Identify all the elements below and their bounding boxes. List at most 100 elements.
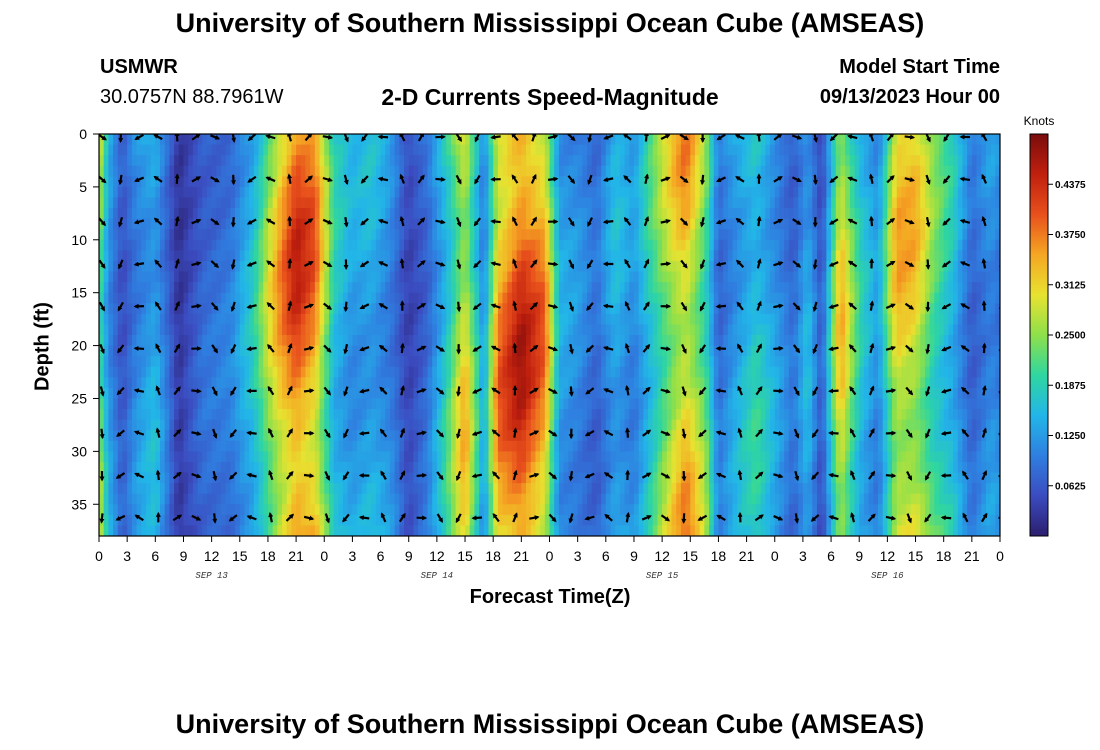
heatmap-cell [624,250,630,262]
heatmap-cell [507,345,513,357]
heatmap-cell [178,134,185,146]
heatmap-cell [563,218,569,230]
heatmap-cell [361,387,368,400]
heatmap-cell [150,292,156,304]
heatmap-cell [680,292,687,304]
heatmap-cell [601,366,607,378]
heatmap-cell [446,250,452,262]
heatmap-cell [314,440,321,452]
heatmap-cell [131,398,138,410]
heatmap-cell [272,144,278,156]
heatmap-cell [629,419,635,431]
heatmap-cell [601,165,607,177]
heatmap-cell [544,398,551,410]
heatmap-cell [267,144,274,156]
heatmap-cell [483,165,490,177]
heatmap-cell [469,313,476,326]
heatmap-cell [99,208,105,220]
heatmap-cell [361,451,368,463]
heatmap-cell [648,324,654,336]
heatmap-cell [591,525,598,536]
heatmap-cell [624,271,630,283]
heatmap-cell [310,303,316,315]
heatmap-cell [469,440,476,452]
heatmap-cell [432,239,438,251]
heatmap-cell [479,303,485,315]
heatmap-cell [591,461,598,474]
heatmap-cell [666,324,673,336]
heatmap-cell [174,377,180,389]
heatmap-cell [676,134,682,146]
heatmap-cell [549,356,555,368]
heatmap-cell [99,504,105,516]
heatmap-cell [221,134,227,146]
heatmap-cell [113,282,119,294]
heatmap-cell [385,144,391,156]
heatmap-cell [141,504,147,516]
heatmap-cell [648,208,654,220]
heatmap-cell [572,260,579,273]
heatmap-cell [507,430,513,442]
heatmap-cell [272,165,278,177]
heatmap-cell [633,366,640,378]
heatmap-cell [408,218,415,230]
heatmap-cell [633,504,640,516]
heatmap-cell [319,324,325,336]
heatmap-cell [183,345,189,357]
heatmap-cell [638,335,644,347]
heatmap-cell [629,387,635,400]
heatmap-cell [652,176,659,188]
heatmap-cell [225,409,231,421]
heatmap-cell [493,440,499,452]
heatmap-cell [239,165,246,177]
heatmap-cell [235,197,241,209]
heatmap-cell [685,303,691,315]
heatmap-cell [507,440,513,452]
heatmap-cell [432,451,438,463]
heatmap-cell [192,250,199,262]
heatmap-cell [338,525,344,536]
heatmap-cell [357,144,363,156]
heatmap-cell [657,387,663,400]
heatmap-cell [572,472,579,484]
heatmap-cell [178,335,185,347]
heatmap-cell [197,525,203,536]
heatmap-cell [582,165,588,177]
heatmap-cell [380,155,386,167]
heatmap-cell [225,345,231,357]
heatmap-cell [221,440,227,452]
heatmap-cell [540,324,546,336]
heatmap-cell [685,282,691,294]
heatmap-cell [361,504,368,516]
heatmap-cell [324,461,330,474]
heatmap-cell [225,176,231,188]
heatmap-cell [361,398,368,410]
heatmap-cell [643,451,649,463]
heatmap-cell [418,377,424,389]
heatmap-cell [662,155,668,167]
heatmap-cell [385,271,391,283]
heatmap-cell [122,229,128,241]
heatmap-cell [155,218,161,230]
heatmap-cell [122,398,128,410]
heatmap-cell [155,155,161,167]
heatmap-cell [676,366,682,378]
heatmap-cell [638,229,644,241]
heatmap-cell [624,208,630,220]
heatmap-cell [643,440,649,452]
heatmap-cell [202,208,208,220]
heatmap-cell [357,260,363,273]
heatmap-cell [507,197,513,209]
heatmap-cell [648,451,654,463]
heatmap-cell [300,250,307,262]
heatmap-cell [235,483,241,495]
heatmap-cell [408,335,415,347]
heatmap-cell [127,155,133,167]
heatmap-cell [314,218,321,230]
heatmap-cell [474,335,480,347]
heatmap-cell [605,229,612,241]
heatmap-cell [638,208,644,220]
heatmap-cell [347,134,354,146]
heatmap-cell [704,335,710,347]
heatmap-cell [605,461,612,474]
